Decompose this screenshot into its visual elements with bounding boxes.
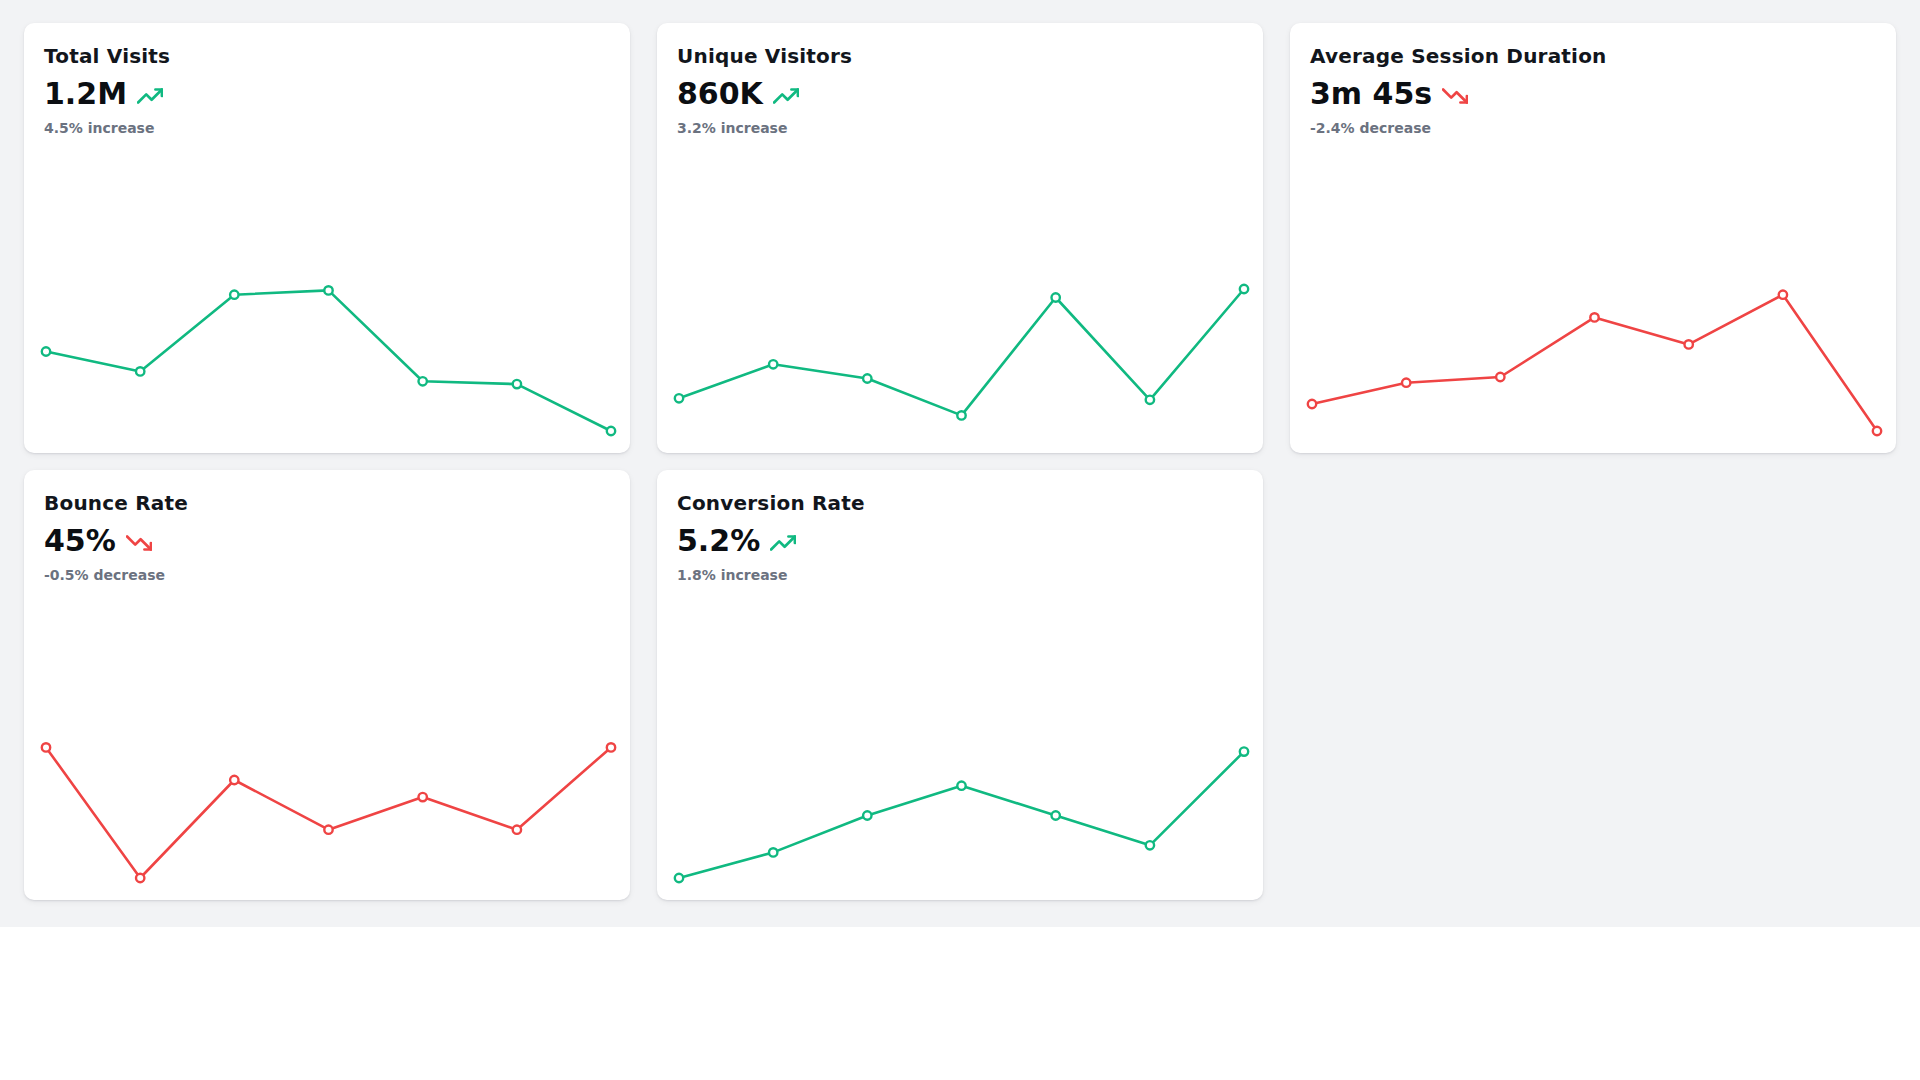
card-value-row: 5.2% — [677, 524, 1243, 557]
card-value-row: 3m 45s — [1310, 77, 1876, 110]
metric-card-conversion-rate: Conversion Rate 5.2% 1.8% increase — [657, 470, 1263, 900]
metric-card-average-session-duration: Average Session Duration 3m 45s -2.4% de… — [1290, 23, 1896, 453]
metric-card-bounce-rate: Bounce Rate 45% -0.5% decrease — [24, 470, 630, 900]
trending-down-icon — [1442, 79, 1468, 109]
trending-up-icon — [770, 526, 796, 556]
trending-down-icon — [126, 526, 152, 556]
card-value: 860K — [677, 77, 763, 110]
metric-card-unique-visitors: Unique Visitors 860K 3.2% increase — [657, 23, 1263, 453]
card-value-row: 45% — [44, 524, 610, 557]
card-title: Average Session Duration — [1310, 45, 1876, 68]
card-title: Total Visits — [44, 45, 610, 68]
metrics-grid: Total Visits 1.2M 4.5% increase Unique V… — [24, 23, 1896, 900]
card-value-row: 1.2M — [44, 77, 610, 110]
analytics-dashboard: Total Visits 1.2M 4.5% increase Unique V… — [0, 0, 1920, 927]
page-viewport: Total Visits 1.2M 4.5% increase Unique V… — [0, 0, 1920, 1080]
card-change-label: -2.4% decrease — [1310, 120, 1876, 136]
card-title: Unique Visitors — [677, 45, 1243, 68]
card-change-label: 1.8% increase — [677, 567, 1243, 583]
trending-up-icon — [137, 79, 163, 109]
card-value: 45% — [44, 524, 116, 557]
card-change-label: -0.5% decrease — [44, 567, 610, 583]
trending-up-icon — [773, 79, 799, 109]
card-title: Conversion Rate — [677, 492, 1243, 515]
card-title: Bounce Rate — [44, 492, 610, 515]
card-change-label: 4.5% increase — [44, 120, 610, 136]
card-value: 3m 45s — [1310, 77, 1432, 110]
metric-card-total-visits: Total Visits 1.2M 4.5% increase — [24, 23, 630, 453]
card-value-row: 860K — [677, 77, 1243, 110]
card-value: 5.2% — [677, 524, 760, 557]
card-change-label: 3.2% increase — [677, 120, 1243, 136]
card-value: 1.2M — [44, 77, 127, 110]
